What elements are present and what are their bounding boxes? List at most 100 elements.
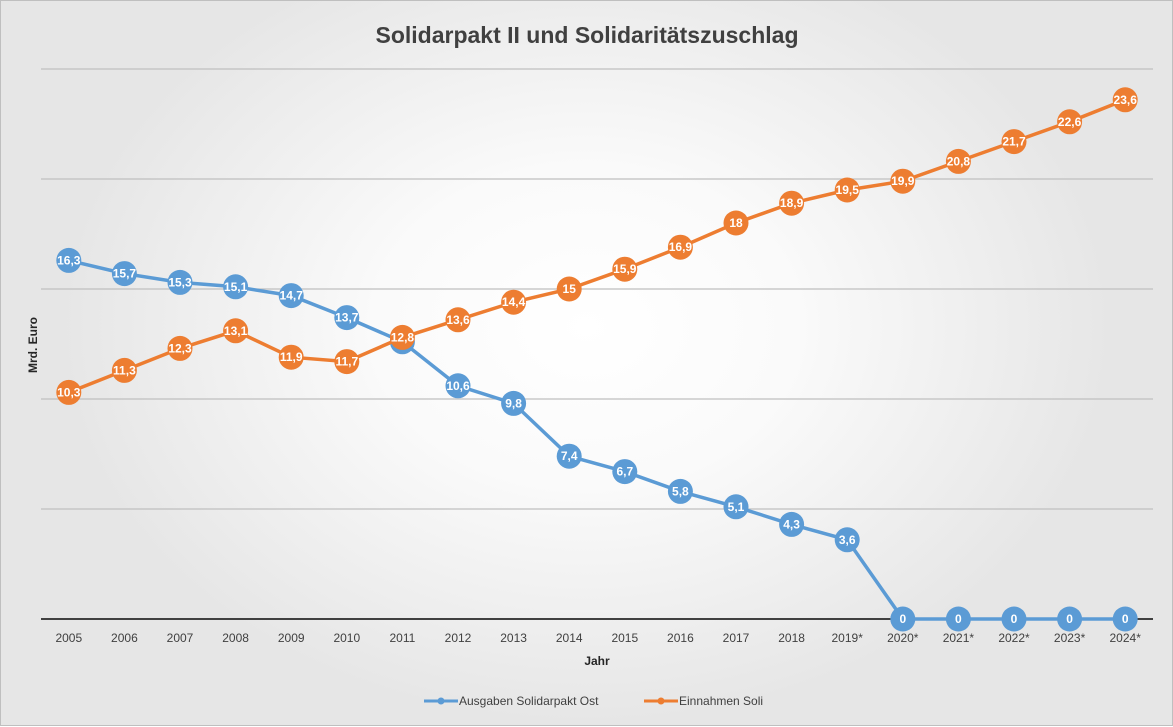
data-label: 13,1	[224, 324, 248, 338]
x-tick-label: 2018	[778, 631, 805, 645]
data-point	[111, 357, 137, 383]
data-point	[278, 283, 304, 309]
x-tick-label: 2009	[278, 631, 305, 645]
legend-label: Einnahmen Soli	[679, 694, 763, 708]
data-label: 14,4	[502, 295, 526, 309]
data-point	[111, 261, 137, 287]
series-0: 16,3 15,7 15,3 15,1 14,7 13,7 10,6 9,8 7,4 6,7 5,8…	[56, 247, 1138, 632]
data-point	[223, 318, 249, 344]
data-point	[834, 527, 860, 553]
data-point	[612, 256, 638, 282]
data-point	[890, 606, 916, 632]
data-label: 5,1	[728, 500, 745, 514]
x-tick-label: 2010	[333, 631, 360, 645]
x-tick-label: 2011	[389, 631, 415, 645]
x-tick-label: 2014	[556, 631, 583, 645]
x-tick-label: 2021*	[943, 631, 975, 645]
data-label: 14,7	[280, 289, 304, 303]
y-axis-label: Mrd. Euro	[26, 317, 40, 373]
x-tick-label: 2016	[667, 631, 694, 645]
data-label: 4,3	[783, 517, 800, 531]
data-label: 0	[1011, 612, 1018, 626]
data-point	[56, 247, 82, 273]
data-label: 16,9	[669, 240, 693, 254]
data-label: 23,6	[1114, 93, 1138, 107]
data-point	[890, 168, 916, 194]
data-point	[1001, 606, 1027, 632]
data-point	[667, 478, 693, 504]
data-label: 11,7	[335, 355, 358, 369]
data-label: 11,3	[113, 363, 136, 377]
x-tick-label: 2005	[55, 631, 82, 645]
data-point	[445, 307, 471, 333]
data-point	[556, 276, 582, 302]
x-axis-label: Jahr	[584, 654, 610, 668]
x-tick-label: 2007	[167, 631, 194, 645]
data-point	[334, 305, 360, 331]
data-point	[278, 344, 304, 370]
data-point	[723, 210, 749, 236]
data-point	[334, 349, 360, 375]
x-tick-label: 2012	[445, 631, 472, 645]
x-tick-label: 2013	[500, 631, 527, 645]
data-label: 15	[563, 282, 577, 296]
data-point	[167, 269, 193, 295]
data-label: 16,3	[57, 253, 81, 267]
data-label: 21,7	[1002, 135, 1026, 149]
data-point	[501, 289, 527, 315]
data-point	[779, 511, 805, 537]
data-label: 13,6	[446, 313, 470, 327]
data-label: 18,9	[780, 196, 804, 210]
x-tick-label: 2006	[111, 631, 138, 645]
data-label: 6,7	[616, 465, 633, 479]
data-label: 0	[899, 612, 906, 626]
data-point	[445, 373, 471, 399]
data-label: 0	[955, 612, 962, 626]
data-point	[945, 148, 971, 174]
data-label: 0	[1066, 612, 1073, 626]
data-label: 12,8	[391, 330, 415, 344]
data-label: 19,5	[836, 183, 860, 197]
data-label: 10,3	[57, 385, 81, 399]
x-tick-label: 2020*	[887, 631, 919, 645]
data-point	[612, 459, 638, 485]
series-1: 10,3 11,3 12,3 13,1 11,9 11,7 12,8 13,6 14,4 15 15…	[56, 87, 1138, 405]
data-point	[1112, 606, 1138, 632]
data-point	[223, 274, 249, 300]
data-label: 15,9	[613, 262, 637, 276]
data-point	[167, 335, 193, 361]
data-label: 19,9	[891, 174, 915, 188]
data-point	[723, 494, 749, 520]
data-label: 0	[1122, 612, 1129, 626]
data-label: 18	[729, 216, 743, 230]
data-label: 9,8	[505, 396, 522, 410]
data-label: 15,1	[224, 280, 248, 294]
data-point	[1112, 87, 1138, 113]
data-point	[56, 379, 82, 405]
data-point	[834, 177, 860, 203]
series-line	[68, 98, 1126, 395]
data-label: 3,6	[839, 533, 856, 547]
data-label: 13,7	[335, 311, 359, 325]
data-label: 20,8	[947, 154, 971, 168]
x-tick-label: 2017	[723, 631, 750, 645]
x-tick-label: 2022*	[998, 631, 1030, 645]
chart-title: Solidarpakt II und Solidaritätszuschlag	[375, 22, 798, 48]
data-point	[779, 190, 805, 216]
legend-marker	[437, 697, 445, 705]
data-label: 15,7	[113, 267, 137, 281]
data-point	[501, 390, 527, 416]
data-label: 15,3	[168, 275, 192, 289]
x-tick-label: 2023*	[1054, 631, 1086, 645]
x-tick-label: 2008	[222, 631, 249, 645]
data-point	[1001, 129, 1027, 155]
data-label: 5,8	[672, 484, 689, 498]
data-point	[389, 324, 415, 350]
data-point	[945, 606, 971, 632]
x-tick-label: 2024*	[1110, 631, 1142, 645]
x-tick-label: 2019*	[832, 631, 864, 645]
legend-label: Ausgaben Solidarpakt Ost	[459, 694, 599, 708]
data-point	[1057, 606, 1083, 632]
